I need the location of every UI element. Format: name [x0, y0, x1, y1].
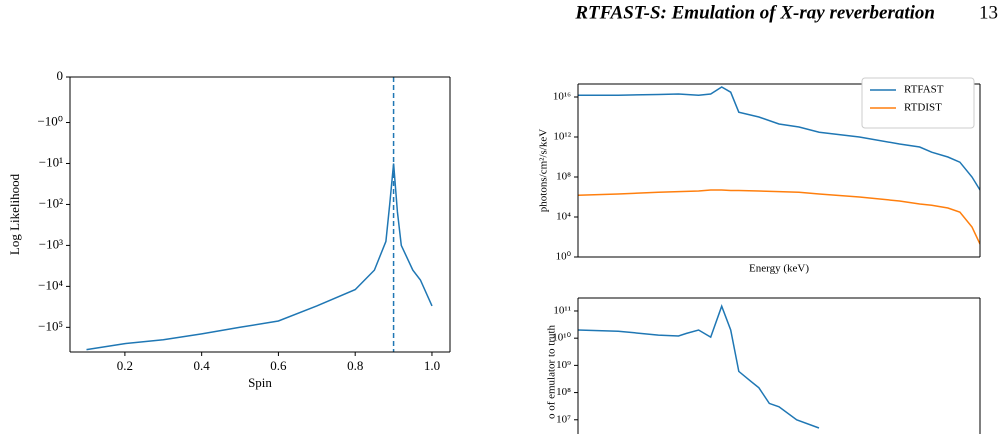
y-tick-label: 10¹⁶: [553, 91, 571, 103]
y-tick-label: −10¹: [39, 154, 63, 169]
legend-label: RTDIST: [904, 102, 942, 114]
y-axis-label: photons/cm²/s/keV: [538, 129, 550, 212]
y-tick-label: −10⁴: [38, 277, 63, 292]
x-tick-label: 0.2: [117, 358, 133, 373]
y-tick-label: −10⁰: [37, 114, 63, 129]
y-tick-label: 10¹¹: [553, 305, 571, 317]
y-tick-label: 10⁰: [556, 251, 572, 263]
x-tick-label: 0.6: [270, 358, 287, 373]
y-tick-label: 10¹⁰: [552, 332, 571, 344]
x-axis-label: Spin: [248, 375, 272, 390]
legend-label: RTFAST: [904, 84, 944, 96]
y-tick-label: 10⁹: [556, 359, 571, 371]
data-line: [578, 189, 980, 245]
data-line: [578, 304, 820, 429]
y-tick-label: −10²: [39, 195, 63, 210]
y-tick-label: 10⁸: [556, 171, 571, 183]
data-line: [86, 163, 433, 351]
running-title: RTFAST-S: Emulation of X-ray reverberati…: [574, 2, 935, 23]
y-tick-label: −10⁵: [38, 318, 63, 333]
x-tick-label: 0.4: [194, 358, 211, 373]
y-tick-label: −10³: [39, 236, 63, 251]
x-tick-label: 1.0: [424, 358, 440, 373]
page-number: 13: [979, 2, 998, 23]
y-tick-label: 10¹²: [553, 131, 571, 143]
y-tick-label: 10⁷: [556, 413, 571, 425]
y-axis-label: Log Likelihood: [7, 173, 22, 255]
y-tick-label: 10⁴: [556, 211, 571, 223]
x-axis-label: Energy (keV): [749, 263, 809, 275]
y-tick-label: 0: [57, 68, 64, 83]
y-tick-label: 10⁸: [556, 386, 571, 398]
data-line: [578, 86, 980, 191]
y-axis-label: o of emulator to truth: [546, 324, 558, 419]
x-tick-label: 0.8: [347, 358, 363, 373]
